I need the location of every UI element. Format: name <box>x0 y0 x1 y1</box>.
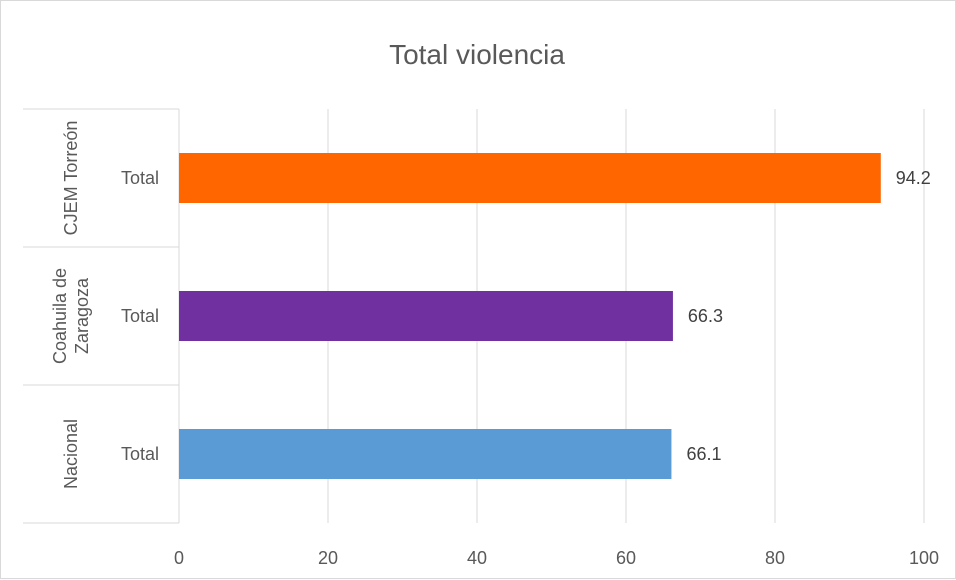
category-label: Total <box>121 168 159 188</box>
category-label: Total <box>121 444 159 464</box>
bar <box>179 153 881 203</box>
chart-title: Total violencia <box>389 39 565 70</box>
group-label: CJEM Torreón <box>61 121 81 236</box>
x-tick-label: 0 <box>174 548 184 568</box>
x-tick-label: 20 <box>318 548 338 568</box>
labels: 0 20 40 60 80 100 Total 94.2 CJEM Torreón Total 66… <box>50 121 939 568</box>
x-tick-label: 40 <box>467 548 487 568</box>
data-label: 66.1 <box>686 444 721 464</box>
data-label: 94.2 <box>896 168 931 188</box>
bars <box>179 153 881 479</box>
group-label: Coahuila de Zaragoza <box>50 268 92 364</box>
group-label: Nacional <box>61 419 81 489</box>
x-tick-label: 60 <box>616 548 636 568</box>
x-tick-label: 80 <box>765 548 785 568</box>
data-label: 66.3 <box>688 306 723 326</box>
bar <box>179 429 672 479</box>
category-label: Total <box>121 306 159 326</box>
bar <box>179 291 673 341</box>
x-tick-label: 100 <box>909 548 939 568</box>
